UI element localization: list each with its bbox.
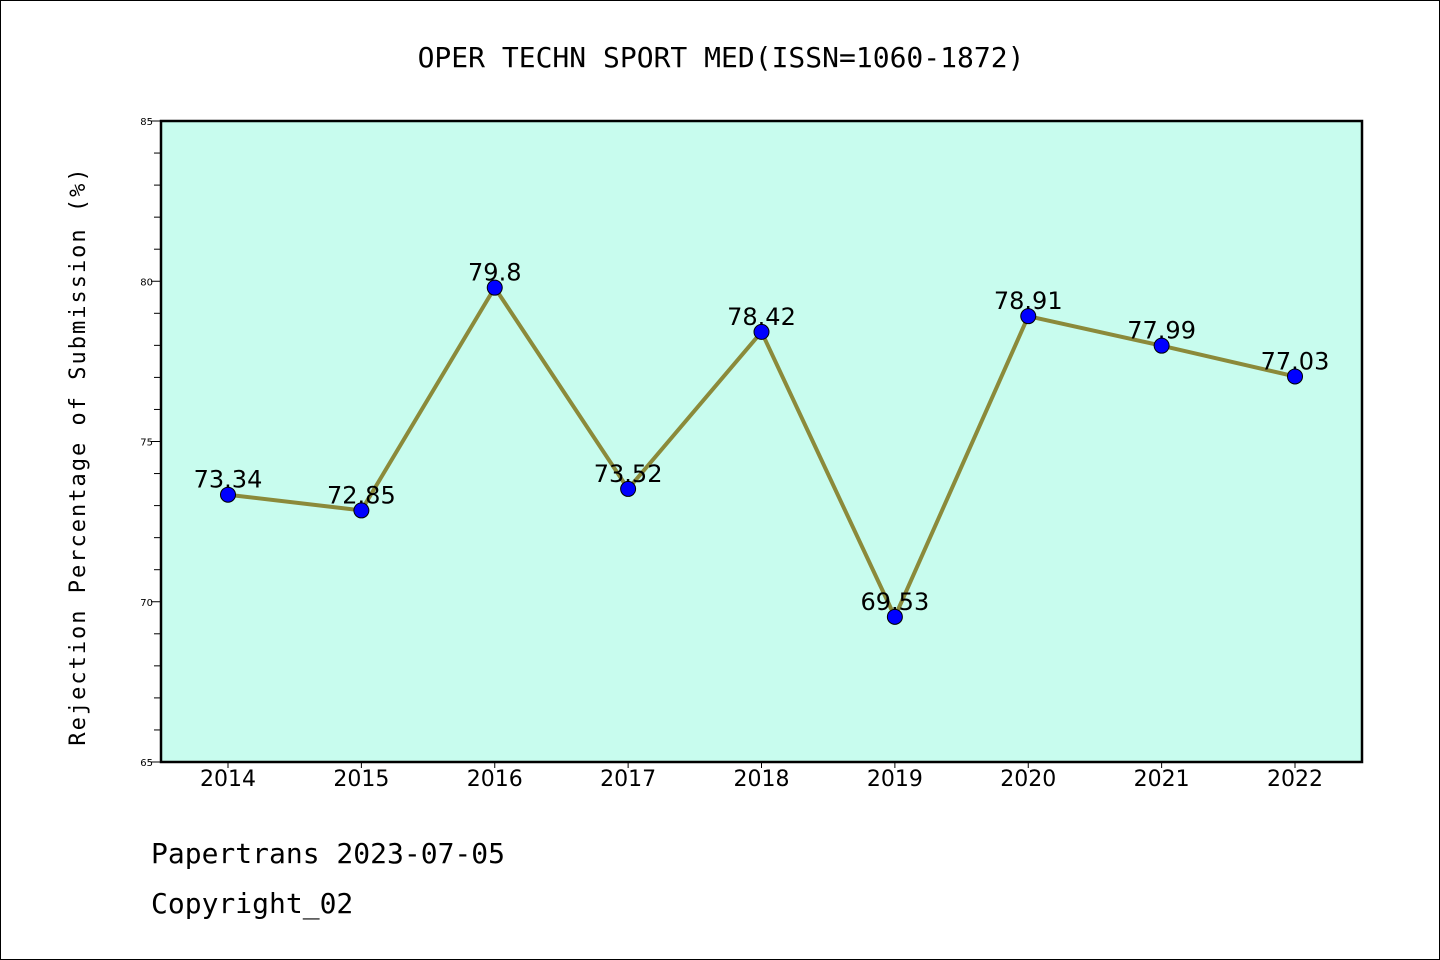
data-point [620,480,637,497]
y-tick-label: 70 [140,598,153,609]
x-tick-label: 2016 [467,767,523,792]
data-point [753,323,770,340]
y-tick-label: 75 [140,438,153,449]
x-tick-label: 2019 [867,767,923,792]
x-tick-label: 2022 [1267,767,1323,792]
data-label: 69.53 [861,588,930,616]
plot-area [161,121,1362,762]
x-axis: 2014 2015 2016 2017 2018 2019 2020 2021 2022 [200,762,1323,792]
y-tick-label: 80 [140,277,153,288]
x-tick-label: 2015 [333,767,389,792]
footer-date-line: Papertrans 2023-07-05 [151,837,506,870]
data-label: 77.99 [1127,317,1196,345]
chart-title: OPER TECHN SPORT MED(ISSN=1060-1872) [418,41,1025,74]
x-tick-label: 2021 [1134,767,1190,792]
x-tick-label: 2020 [1000,767,1056,792]
data-label: 73.34 [194,466,263,494]
data-label: 78.42 [727,303,796,331]
data-point [486,279,503,296]
plot-border [159,119,1364,764]
footer-copyright-line: Copyright_02 [151,887,354,920]
data-labels: 73.34 72.85 79.8 73.52 78.42 69.53 78.91 77.99 7… [194,259,1330,616]
x-tick-label: 2014 [200,767,256,792]
data-label: 72.85 [327,481,396,509]
y-tick-label: 85 [140,117,153,128]
x-tick-label: 2018 [734,767,790,792]
y-tick-label: 65 [140,758,153,769]
data-label: 77.03 [1261,347,1330,375]
data-point [886,608,903,625]
data-point [1020,308,1037,325]
data-label: 78.91 [994,287,1063,315]
data-label: 73.52 [594,460,663,488]
x-tick-label: 2017 [600,767,656,792]
data-point [1287,368,1303,385]
y-axis-label: Rejection Percentage of Submission (%) [66,166,91,745]
data-point [220,486,236,503]
data-point [1153,337,1170,354]
data-point [353,502,370,519]
y-axis: 65 70 75 80 85 [140,117,161,769]
data-label: 79.8 [468,259,521,287]
series [220,279,1303,625]
